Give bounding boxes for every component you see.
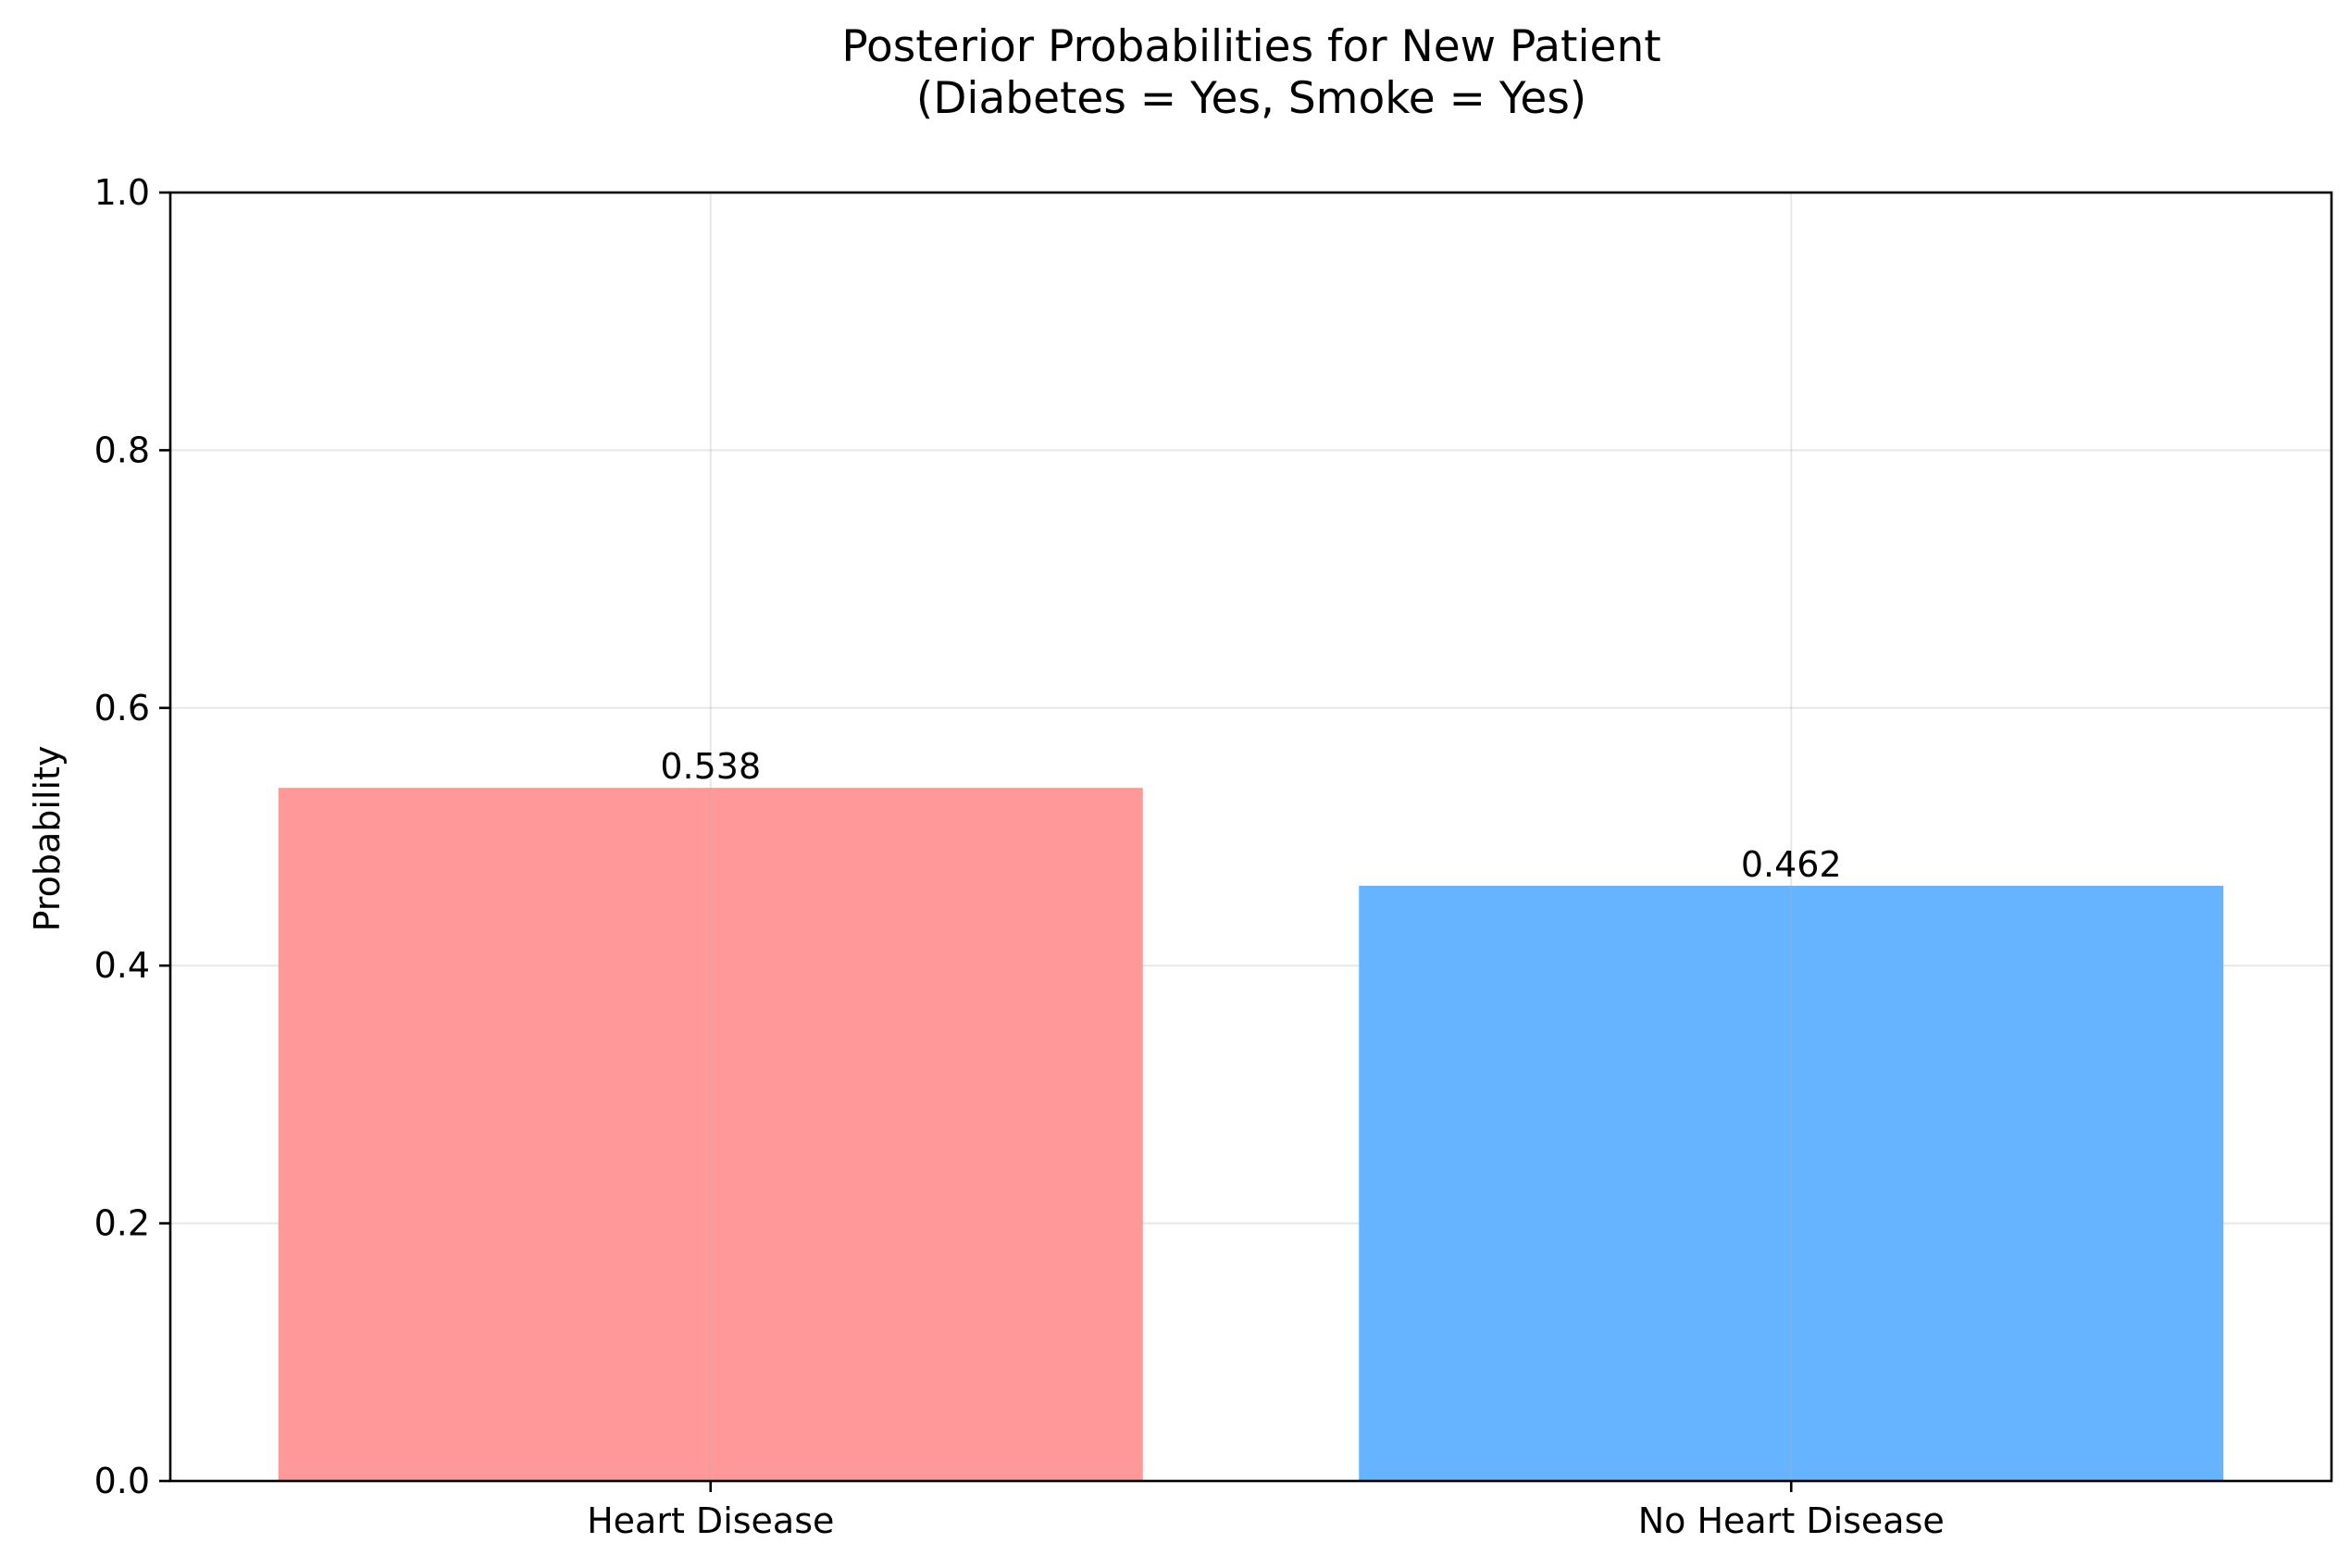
y-tick-label: 0.2	[94, 1203, 150, 1244]
y-axis-label: Probability	[27, 746, 68, 932]
x-ticks: Heart Disease No Heart Disease	[587, 1481, 1945, 1541]
y-tick-label: 0.0	[94, 1461, 150, 1501]
chart-subtitle: (Diabetes = Yes, Smoke = Yes)	[916, 73, 1586, 124]
y-tick-label: 1.0	[94, 172, 150, 213]
chart-title: Posterior Probabilities for New Patient	[841, 21, 1660, 72]
plot-frame	[168, 191, 2333, 1483]
axes	[168, 191, 2333, 1483]
bar-value-label: 0.538	[660, 746, 761, 787]
y-tick-label: 0.8	[94, 429, 150, 470]
bar	[1359, 885, 2224, 1481]
y-tick-label: 0.4	[94, 945, 150, 986]
y-ticks: 0.0 0.2 0.4 0.6 0.8 1.0	[94, 172, 170, 1501]
bar-value-label: 0.462	[1741, 844, 1842, 885]
y-tick-label: 0.6	[94, 688, 150, 728]
value-labels: 0.538 0.462	[660, 746, 1841, 885]
x-tick-label: No Heart Disease	[1638, 1500, 1945, 1541]
x-tick-label: Heart Disease	[587, 1500, 834, 1541]
x-grid	[709, 193, 1793, 1481]
bar	[278, 788, 1143, 1481]
bars	[278, 788, 2224, 1481]
